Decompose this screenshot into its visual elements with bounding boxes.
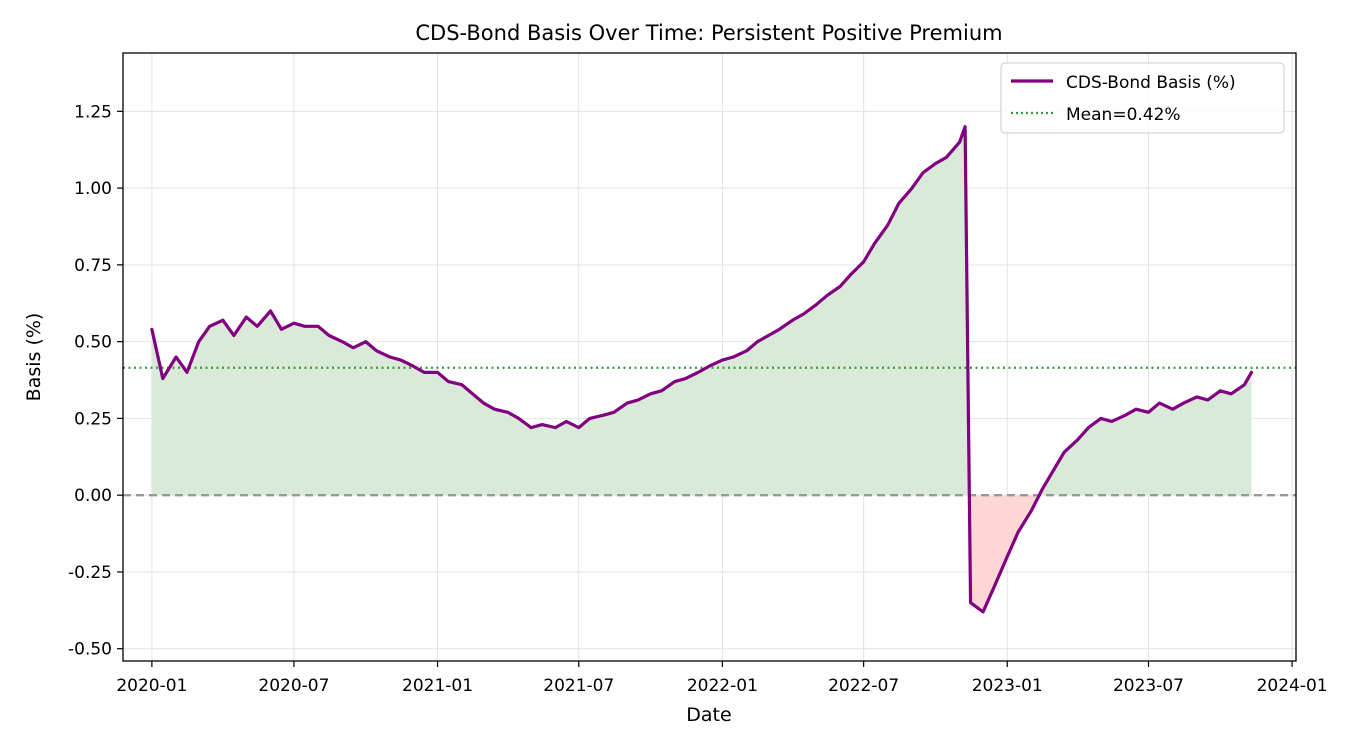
legend-box (1000, 62, 1285, 134)
y-tick-label: -0.50 (68, 640, 112, 660)
positive-basis-area (151, 126, 1252, 496)
x-axis-label: Date (686, 704, 731, 726)
x-tick-label: 2022-01 (687, 676, 758, 696)
x-axis-ticks: 2020-01 2020-07 2021-01 2021-07 2022-01 2022-… (116, 661, 1328, 696)
x-tick-label: 2024-01 (1257, 676, 1328, 696)
x-tick-label: 2021-07 (543, 676, 614, 696)
x-tick-label: 2021-01 (402, 676, 473, 696)
y-tick-label: 0.75 (74, 256, 112, 276)
y-axis-label: Basis (%) (23, 313, 45, 402)
y-axis-ticks: -0.50 -0.25 0.00 0.25 0.50 0.75 1.00 1.25 (68, 102, 123, 660)
legend-label-mean: Mean=0.42% (1066, 105, 1181, 125)
legend-label-basis: CDS-Bond Basis (%) (1066, 73, 1236, 93)
x-tick-label: 2020-01 (116, 676, 187, 696)
plot-frame (122, 52, 1297, 662)
y-tick-label: 1.25 (74, 102, 112, 122)
x-tick-label: 2022-07 (828, 676, 899, 696)
y-tick-label: 1.00 (74, 179, 112, 199)
series-lines (150, 125, 1254, 614)
x-tick-label: 2023-07 (1113, 676, 1184, 696)
y-tick-label: 0.25 (74, 409, 112, 429)
x-tick-label: 2020-07 (258, 676, 329, 696)
legend: CDS-Bond Basis (%) Mean=0.42% (1000, 62, 1285, 134)
reference-lines (123, 366, 1296, 497)
y-tick-label: 0.50 (74, 333, 112, 353)
y-tick-label: 0.00 (74, 486, 112, 506)
chart-title: CDS-Bond Basis Over Time: Persistent Pos… (415, 21, 1002, 45)
basis-series-line (150, 125, 1254, 614)
x-tick-label: 2023-01 (972, 676, 1043, 696)
y-tick-label: -0.25 (68, 563, 112, 583)
